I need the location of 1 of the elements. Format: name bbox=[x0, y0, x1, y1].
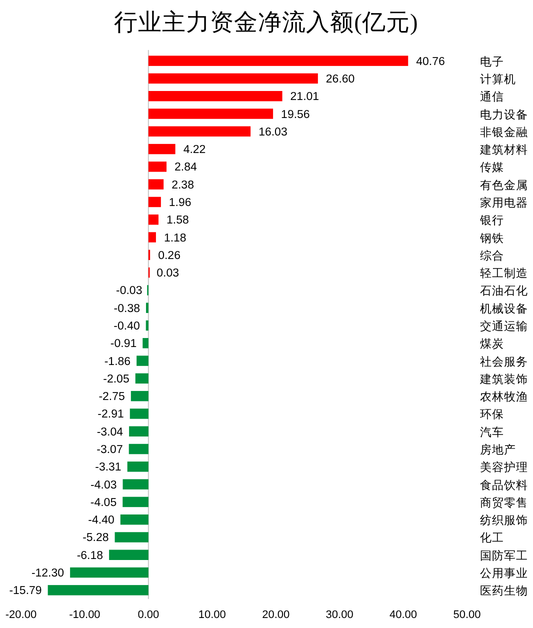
title: 行业主力资金净流入额(亿元) bbox=[114, 10, 418, 36]
